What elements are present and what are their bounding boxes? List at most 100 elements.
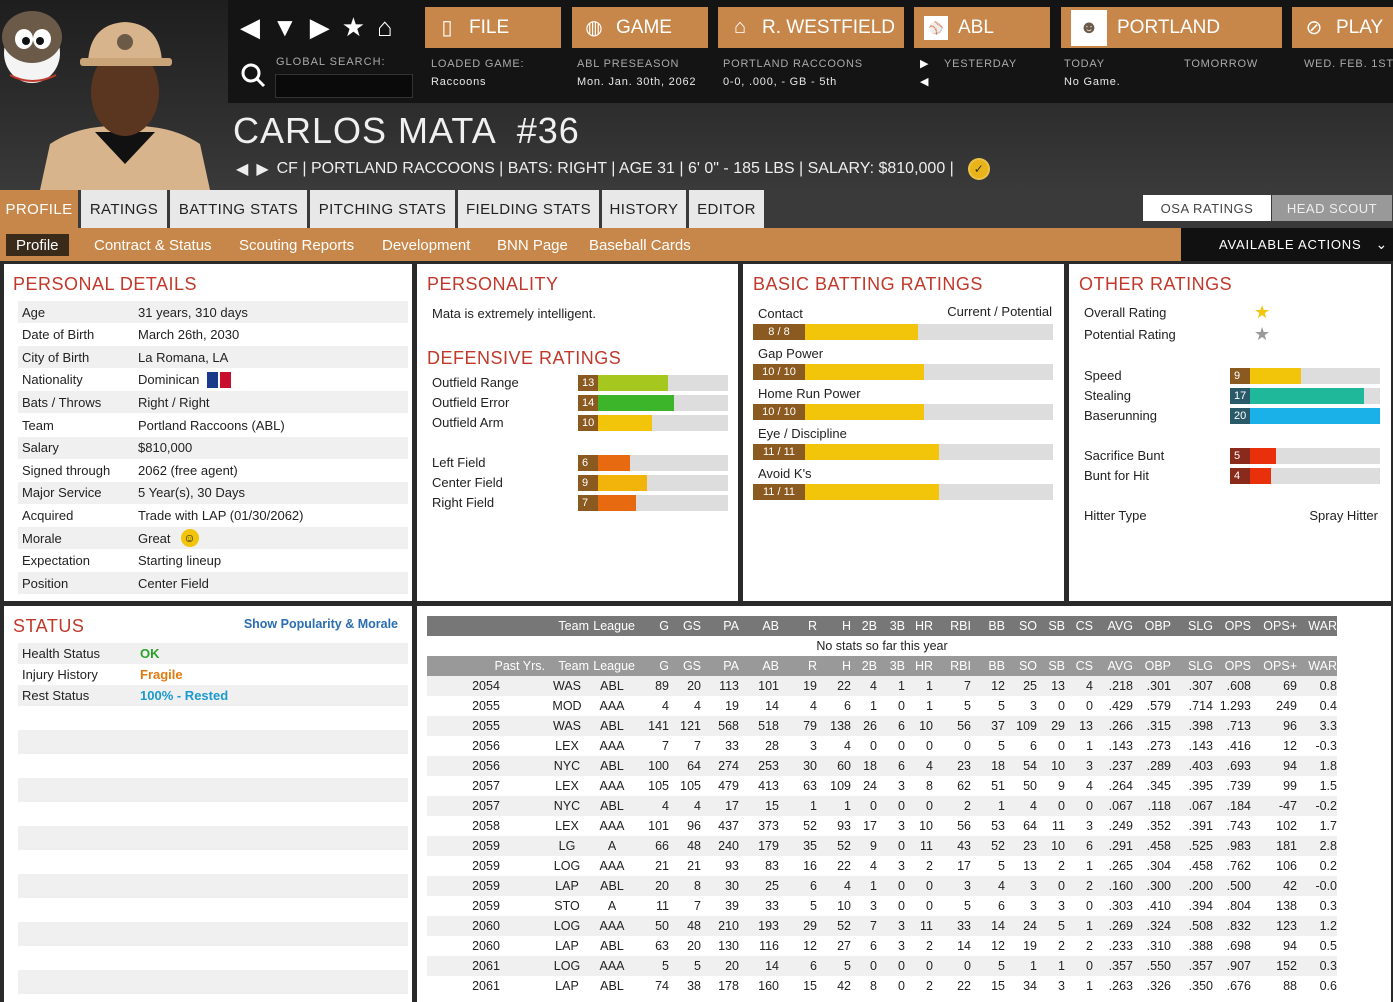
column-header[interactable]: CS [1075, 619, 1093, 633]
column-header[interactable]: H [841, 659, 851, 673]
back-arrow-icon[interactable]: ◀ [240, 12, 260, 42]
column-header[interactable]: HR [914, 619, 933, 633]
table-row[interactable]: 2057 NYC ABL 4 4 17 15 1 1 0 0 0 2 1 4 0 0 .067 .118 .067 .1… [427, 796, 1337, 816]
column-header[interactable]: SLG [1187, 659, 1213, 673]
personal-row-value[interactable]: Dominican [138, 372, 200, 388]
table-row[interactable]: 2059 STO A 11 7 39 33 5 10 3 0 0 5 6 3 3 0.303.410.394.8… [427, 896, 1337, 916]
column-header[interactable]: WAR [1308, 659, 1337, 673]
column-header[interactable]: Team [558, 619, 589, 633]
column-header[interactable]: R [807, 659, 817, 673]
column-header[interactable]: SO [1018, 619, 1037, 633]
column-header[interactable]: AB [762, 619, 779, 633]
column-header[interactable]: GS [682, 659, 701, 673]
day-nav-arrows[interactable]: ▶ ◀ [920, 58, 930, 88]
column-header[interactable]: Team [558, 659, 589, 673]
tab-batting-stats[interactable]: BATTING STATS [170, 190, 307, 228]
table-row[interactable]: 2055 MOD AAA 4 4 19 14 4 6 1 0 1 5 5 3 0 0 .429 .579 .714 1.… [427, 696, 1337, 716]
dropdown-arrow-icon[interactable]: ▼ [272, 12, 298, 42]
subnav-contract-status[interactable]: Contract & Status [94, 236, 212, 254]
table-row[interactable]: 2061 LOG AAA 5 5 20 14 6 5 0 0 0 0 5 1 1 0 .357 .550 .357 .9… [427, 956, 1337, 976]
column-header[interactable]: OPS [1224, 659, 1251, 673]
column-header[interactable]: OBP [1144, 619, 1171, 633]
column-header[interactable]: G [659, 619, 669, 633]
column-header[interactable]: AB [762, 659, 779, 673]
column-header[interactable]: SLG [1187, 619, 1213, 633]
league-menu-button[interactable]: ⚾ ABL [914, 7, 1050, 48]
head-scout-toggle[interactable]: HEAD SCOUT [1272, 195, 1392, 221]
table-row[interactable]: 2060 LAP ABL 63 20 130 116 12 27 6 3 2 14 12 19 2 2.233.… [427, 936, 1337, 956]
coin-icon[interactable]: ✓ [967, 158, 990, 180]
column-header[interactable]: 3B [889, 619, 905, 633]
table-row[interactable]: 2054 WAS ABL 89 20 113 101 19 22 4 1 1 7 12 25 13 4 .218.… [427, 676, 1337, 696]
table-row[interactable]: 2057 LEX AAA 105 105 479 413 63 109 24 3 8 62 51 50 9 4.… [427, 776, 1337, 796]
star-icon[interactable]: ★ [341, 12, 366, 42]
column-header[interactable]: OPS+ [1263, 659, 1297, 673]
column-header[interactable]: CS [1075, 659, 1093, 673]
column-header[interactable]: 2B [861, 619, 877, 633]
available-actions-button[interactable]: AVAILABLE ACTIONS ⌄ [1181, 228, 1393, 261]
subnav-bnn-page[interactable]: BNN Page [497, 236, 568, 254]
tab-history[interactable]: HISTORY [602, 190, 686, 228]
table-row[interactable]: 2060 LOG AAA 50 48 210 193 29 52 7 3 11 33 14 24 5 1 .269… [427, 916, 1337, 936]
column-header[interactable]: RBI [950, 659, 971, 673]
column-header[interactable]: G [659, 659, 669, 673]
game-menu-button[interactable]: ◍ GAME [572, 7, 708, 48]
column-header[interactable]: H [841, 619, 851, 633]
column-header[interactable]: OPS [1224, 619, 1251, 633]
subnav-scouting-reports[interactable]: Scouting Reports [239, 236, 355, 254]
column-header[interactable]: SO [1018, 659, 1037, 673]
table-row[interactable]: 2056 NYC ABL 100 64 274 253 30 60 18 6 4 23 18 54 10 3.2… [427, 756, 1337, 776]
table-row[interactable]: 2055 WAS ABL 141 121 568 518 79 138 26 6 10 56 37 109 2… [427, 716, 1337, 736]
table-row[interactable]: 2058 LEX AAA 101 96 437 373 52 93 17 3 10 56 53 64 11 3.… [427, 816, 1337, 836]
column-header[interactable]: PA [723, 619, 739, 633]
column-header[interactable]: 3B [889, 659, 905, 673]
column-header[interactable]: BB [988, 619, 1005, 633]
column-header[interactable]: League [593, 619, 635, 633]
column-header[interactable]: SB [1048, 659, 1065, 673]
column-header[interactable]: BB [988, 659, 1005, 673]
next-player-arrow-icon[interactable]: ▶ [256, 161, 269, 178]
tab-editor[interactable]: EDITOR [689, 190, 764, 228]
column-header[interactable]: PA [723, 659, 739, 673]
subnav-profile[interactable]: Profile [6, 234, 69, 256]
manager-menu-button[interactable]: ⌂ R. WESTFIELD [718, 7, 904, 48]
table-row[interactable]: 2059 LOG AAA 21 21 93 83 16 22 4 3 2 17 5 13 2 1.265.304… [427, 856, 1337, 876]
column-header[interactable]: 2B [861, 659, 877, 673]
column-header[interactable]: OPS+ [1263, 619, 1297, 633]
table-cell: 14 [765, 699, 779, 713]
forward-arrow-icon[interactable]: ▶ [309, 12, 330, 42]
search-icon[interactable] [240, 62, 266, 88]
table-cell: 51 [991, 779, 1005, 793]
osa-ratings-toggle[interactable]: OSA RATINGS [1143, 195, 1271, 221]
global-search-input[interactable] [275, 74, 413, 98]
column-header[interactable]: AVG [1107, 619, 1133, 633]
column-header[interactable]: HR [914, 659, 933, 673]
table-row[interactable]: 2059 LAP ABL 20 8 30 25 6 4 1 0 0 3 4 3 0 2.160.300.200.… [427, 876, 1337, 896]
table-row[interactable]: 2056 LEX AAA 7 7 33 28 3 4 0 0 0 0 5 6 0 1 .143 .273 .143 .4… [427, 736, 1337, 756]
column-header[interactable]: R [807, 619, 817, 633]
column-header[interactable]: RBI [950, 619, 971, 633]
tab-pitching-stats[interactable]: PITCHING STATS [310, 190, 455, 228]
prev-player-arrow-icon[interactable]: ◀ [236, 161, 249, 178]
personal-row-value[interactable]: Portland Raccoons (ABL) [138, 417, 285, 433]
table-row[interactable]: 2061 LAP ABL 74 38 178 160 15 42 8 0 2 22 15 34 3 1.263.… [427, 976, 1337, 996]
tab-profile[interactable]: PROFILE [0, 190, 78, 228]
home-icon[interactable]: ⌂ [377, 12, 393, 42]
subnav-development[interactable]: Development [382, 236, 471, 254]
team-menu-button[interactable]: ☻ PORTLAND [1061, 7, 1282, 48]
column-header[interactable]: OBP [1144, 659, 1171, 673]
table-row[interactable]: 2059 LG A 66 48 240 179 35 52 9 0 11 43 52 23 10 6 .291 .4… [427, 836, 1337, 856]
column-header[interactable]: GS [682, 619, 701, 633]
personal-row-value[interactable]: Trade with LAP (01/30/2062) [138, 507, 304, 523]
play-menu-button[interactable]: ⊘ PLAY [1292, 7, 1393, 48]
column-header[interactable]: SB [1048, 619, 1065, 633]
subnav-baseball-cards[interactable]: Baseball Cards [589, 236, 691, 254]
column-header[interactable]: AVG [1107, 659, 1133, 673]
column-header[interactable]: League [593, 659, 635, 673]
tab-ratings[interactable]: RATINGS [81, 190, 167, 228]
show-popularity-morale-link[interactable]: Show Popularity & Morale [243, 617, 398, 631]
splits-dropdown[interactable]: Splits ▼ [427, 618, 535, 635]
tab-fielding-stats[interactable]: FIELDING STATS [458, 190, 599, 228]
file-menu-button[interactable]: ▯ FILE [425, 7, 561, 48]
column-header[interactable]: WAR [1308, 619, 1337, 633]
